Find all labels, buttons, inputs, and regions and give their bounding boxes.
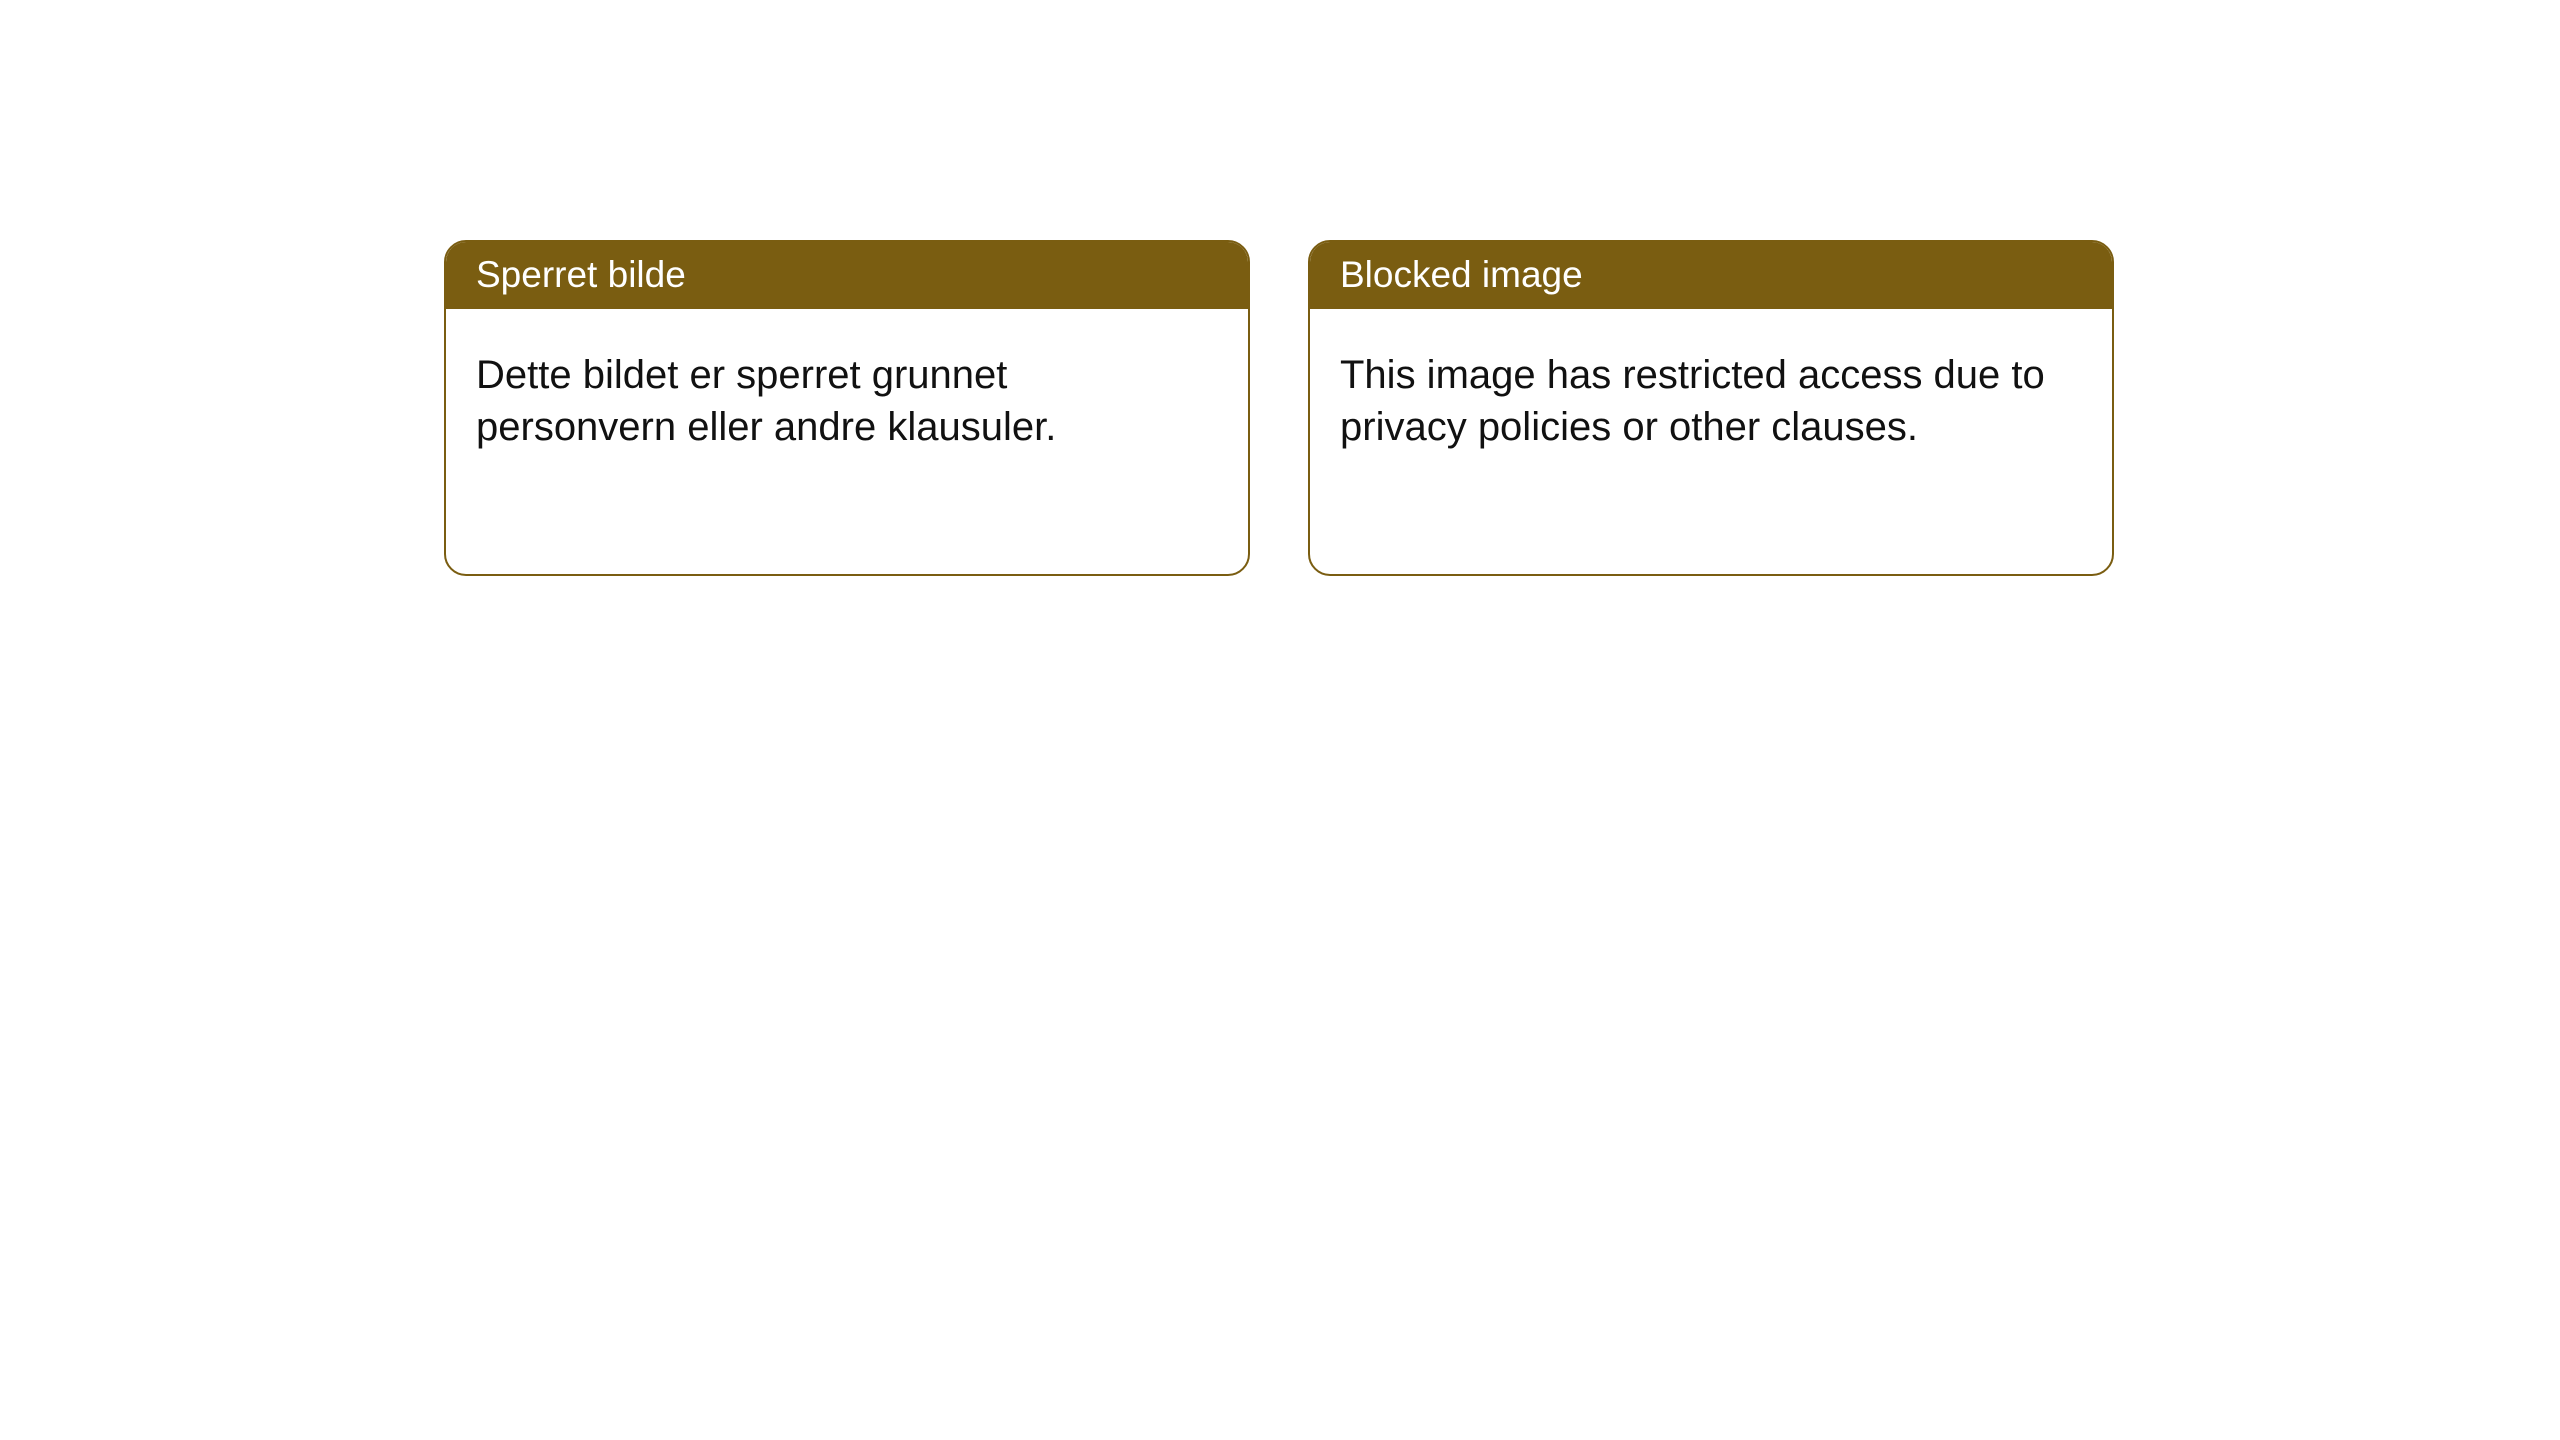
notice-card-english: Blocked image This image has restricted … [1308, 240, 2114, 576]
notice-body: This image has restricted access due to … [1310, 309, 2112, 574]
notice-header: Sperret bilde [446, 242, 1248, 309]
notice-card-norwegian: Sperret bilde Dette bildet er sperret gr… [444, 240, 1250, 576]
notice-header: Blocked image [1310, 242, 2112, 309]
notice-container: Sperret bilde Dette bildet er sperret gr… [444, 240, 2114, 576]
notice-body: Dette bildet er sperret grunnet personve… [446, 309, 1248, 574]
